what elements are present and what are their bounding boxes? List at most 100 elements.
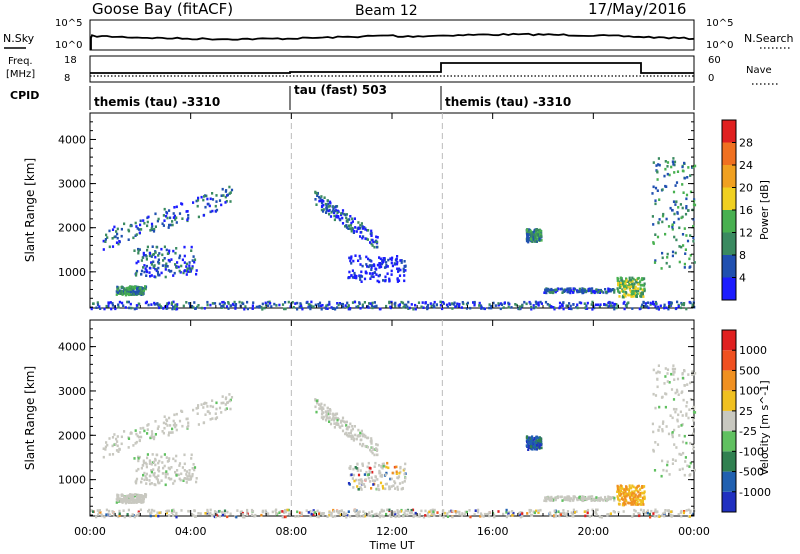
- velocity-echo-cell: [120, 493, 124, 496]
- velocity-echo-cell: [361, 464, 364, 467]
- power-echo-cell: [654, 300, 657, 304]
- power-echo-cell: [337, 303, 340, 307]
- power-echo-cell: [349, 215, 352, 218]
- velocity-echo-cell: [367, 461, 370, 465]
- power-echo-cell: [147, 303, 150, 307]
- velocity-echo-cell: [370, 476, 373, 479]
- velocity-echo-cell: [131, 493, 135, 497]
- power-echo-cell: [168, 209, 171, 212]
- colorbar-tick-label: 24: [739, 159, 753, 172]
- velocity-echo-cell: [118, 512, 121, 516]
- velocity-echo-cell: [643, 495, 646, 498]
- velocity-echo-cell: [195, 480, 198, 484]
- power-echo-cell: [616, 304, 619, 308]
- power-echo-cell: [213, 302, 217, 305]
- velocity-echo-cell: [314, 405, 317, 409]
- velocity-echo-cell: [677, 425, 680, 428]
- power-echo-cell: [685, 206, 688, 210]
- velocity-echo-cell: [566, 495, 569, 498]
- velocity-echo-cell: [624, 497, 627, 501]
- power-echo-cell: [90, 307, 93, 311]
- power-echo-cell: [315, 192, 318, 195]
- velocity-echo-cell: [368, 511, 371, 514]
- velocity-echo-cell: [432, 510, 435, 514]
- power-echo-cell: [329, 215, 333, 218]
- velocity-echo-cell: [639, 488, 642, 491]
- power-echo-cell: [550, 291, 554, 294]
- power-echo-cell: [173, 307, 176, 311]
- velocity-echo-cell: [116, 435, 119, 438]
- velocity-echo-cell: [631, 490, 634, 494]
- velocity-echo-cell: [605, 498, 608, 502]
- velocity-echo-cell: [639, 499, 642, 502]
- velocity-echo-cell: [351, 477, 354, 480]
- velocity-echo-cell: [458, 510, 461, 514]
- power-echo-cell: [218, 199, 222, 202]
- power-echo-cell: [320, 307, 323, 311]
- velocity-echo-cell: [153, 471, 156, 475]
- velocity-echo-cell: [351, 427, 354, 431]
- power-ytick-label: 4000: [58, 133, 86, 146]
- velocity-echo-cell: [126, 513, 129, 516]
- velocity-echo-cell: [653, 469, 657, 472]
- power-echo-cell: [382, 279, 385, 282]
- power-echo-cell: [544, 288, 547, 292]
- velocity-echo-cell: [661, 395, 664, 399]
- power-echo-cell: [200, 195, 203, 199]
- velocity-echo-cell: [312, 509, 315, 512]
- power-echo-cell: [310, 300, 313, 304]
- velocity-echo-cell: [147, 423, 150, 426]
- power-echo-cell: [673, 171, 676, 174]
- power-echo-cell: [188, 267, 191, 270]
- power-echo-cell: [675, 200, 678, 204]
- colorbar-swatch: [722, 451, 736, 472]
- velocity-echo-cell: [566, 498, 569, 502]
- velocity-echo-cell: [314, 398, 317, 402]
- velocity-echo-cell: [618, 492, 621, 495]
- noise-left-label: N.Sky: [3, 32, 35, 45]
- velocity-echo-cell: [641, 501, 644, 504]
- velocity-echo-cell: [123, 515, 126, 519]
- velocity-echo-cell: [175, 412, 178, 416]
- velocity-echo-cell: [627, 501, 630, 505]
- velocity-echo-cell: [600, 516, 603, 519]
- power-echo-cell: [162, 224, 165, 227]
- power-echo-cell: [350, 262, 353, 265]
- velocity-echo-cell: [395, 470, 398, 474]
- power-echo-cell: [175, 266, 178, 269]
- power-echo-cell: [215, 194, 218, 197]
- power-echo-cell: [623, 307, 626, 311]
- power-echo-cell: [669, 206, 672, 210]
- velocity-echo-cell: [186, 425, 189, 429]
- power-echo-cell: [102, 248, 105, 251]
- power-echo-cell: [494, 304, 497, 307]
- velocity-echo-cell: [688, 408, 691, 411]
- power-echo-cell: [151, 245, 154, 248]
- power-echo-cell: [661, 214, 665, 218]
- power-echo-cell: [651, 192, 654, 195]
- power-echo-cell: [597, 290, 600, 294]
- velocity-echo-cell: [316, 509, 319, 513]
- power-echo-cell: [150, 263, 153, 266]
- velocity-echo-cell: [408, 511, 412, 514]
- velocity-echo-cell: [581, 499, 584, 503]
- velocity-echo-cell: [382, 464, 385, 468]
- velocity-echo-cell: [215, 401, 218, 405]
- power-echo-cell: [619, 283, 622, 287]
- power-echo-cell: [143, 287, 146, 290]
- power-echo-cell: [117, 305, 120, 309]
- power-echo-cell: [693, 261, 696, 264]
- velocity-echo-cell: [117, 450, 120, 453]
- velocity-echo-cell: [530, 439, 533, 443]
- velocity-echo-cell: [673, 428, 676, 432]
- velocity-echo-cell: [213, 510, 217, 513]
- power-echo-cell: [685, 193, 689, 197]
- velocity-echo-cell: [111, 436, 115, 439]
- power-echo-cell: [155, 302, 158, 306]
- power-echo-cell: [616, 287, 619, 290]
- power-echo-cell: [649, 303, 652, 306]
- velocity-echo-cell: [211, 399, 214, 402]
- power-echo-cell: [152, 253, 156, 256]
- velocity-echo-cell: [154, 475, 157, 479]
- velocity-echo-cell: [154, 420, 157, 423]
